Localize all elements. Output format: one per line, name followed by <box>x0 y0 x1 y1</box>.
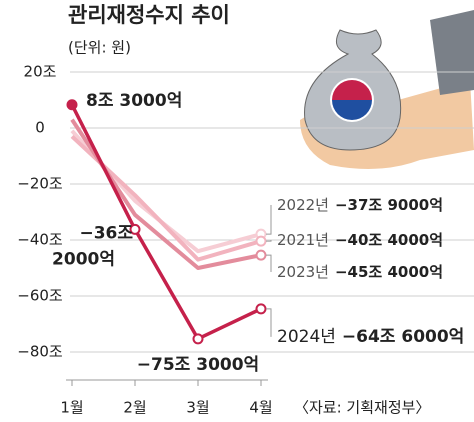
point <box>255 235 267 247</box>
data-label: 2024년 −64조 6000억 <box>277 327 464 347</box>
leader <box>266 254 272 272</box>
value-label: −64조 6000억 <box>342 327 464 347</box>
sleeve <box>430 10 474 95</box>
x-tick-label: 3월 <box>186 399 209 417</box>
value-label: 8조 3000억 <box>86 91 182 111</box>
value-label: −45조 4000억 <box>335 263 443 281</box>
line <box>70 118 262 270</box>
series-name: 2022년 <box>277 196 329 214</box>
y-tick-label: 20조 <box>24 63 57 81</box>
data-label: 2023년 −45조 4000억 <box>277 263 443 281</box>
data-label: 2021년 −40조 4000억 <box>277 231 443 249</box>
y-tick-label: −20조 <box>17 175 63 193</box>
data-label: 2022년 −37조 9000억 <box>277 196 443 214</box>
y-tick-label: −80조 <box>17 343 63 361</box>
series-name: 2023년 <box>277 263 329 281</box>
chart-subtitle: (단위: 원) <box>68 39 131 57</box>
emblem-red <box>332 80 372 100</box>
leader <box>266 308 272 337</box>
x-tick-label: 2월 <box>123 399 146 417</box>
value-label: −37조 9000억 <box>335 196 443 214</box>
point <box>66 99 78 111</box>
x-tick-label: 4월 <box>249 399 272 417</box>
source: 〈자료: 기획재정부〉 <box>294 399 430 417</box>
line <box>70 103 262 341</box>
series-name: 2021년 <box>277 231 329 249</box>
point <box>255 303 267 315</box>
value-label: −75조 3000억 <box>137 355 259 375</box>
point <box>129 223 141 235</box>
y-tick-label: −60조 <box>17 287 63 305</box>
x-tick-label: 1월 <box>60 399 83 417</box>
value-label: −40조 4000억 <box>335 231 443 249</box>
chart-title: 관리재정수지 추이 <box>68 3 230 27</box>
leader <box>266 205 272 235</box>
y-tick-label: 0 <box>35 119 45 137</box>
emblem-blue <box>332 100 372 120</box>
series-name: 2024년 <box>277 327 336 347</box>
leader <box>266 240 272 242</box>
illustration <box>300 10 474 169</box>
y-tick-label: −40조 <box>17 231 63 249</box>
value-label: −36조 2000억 <box>52 223 133 269</box>
point <box>192 333 204 345</box>
point <box>255 249 267 261</box>
